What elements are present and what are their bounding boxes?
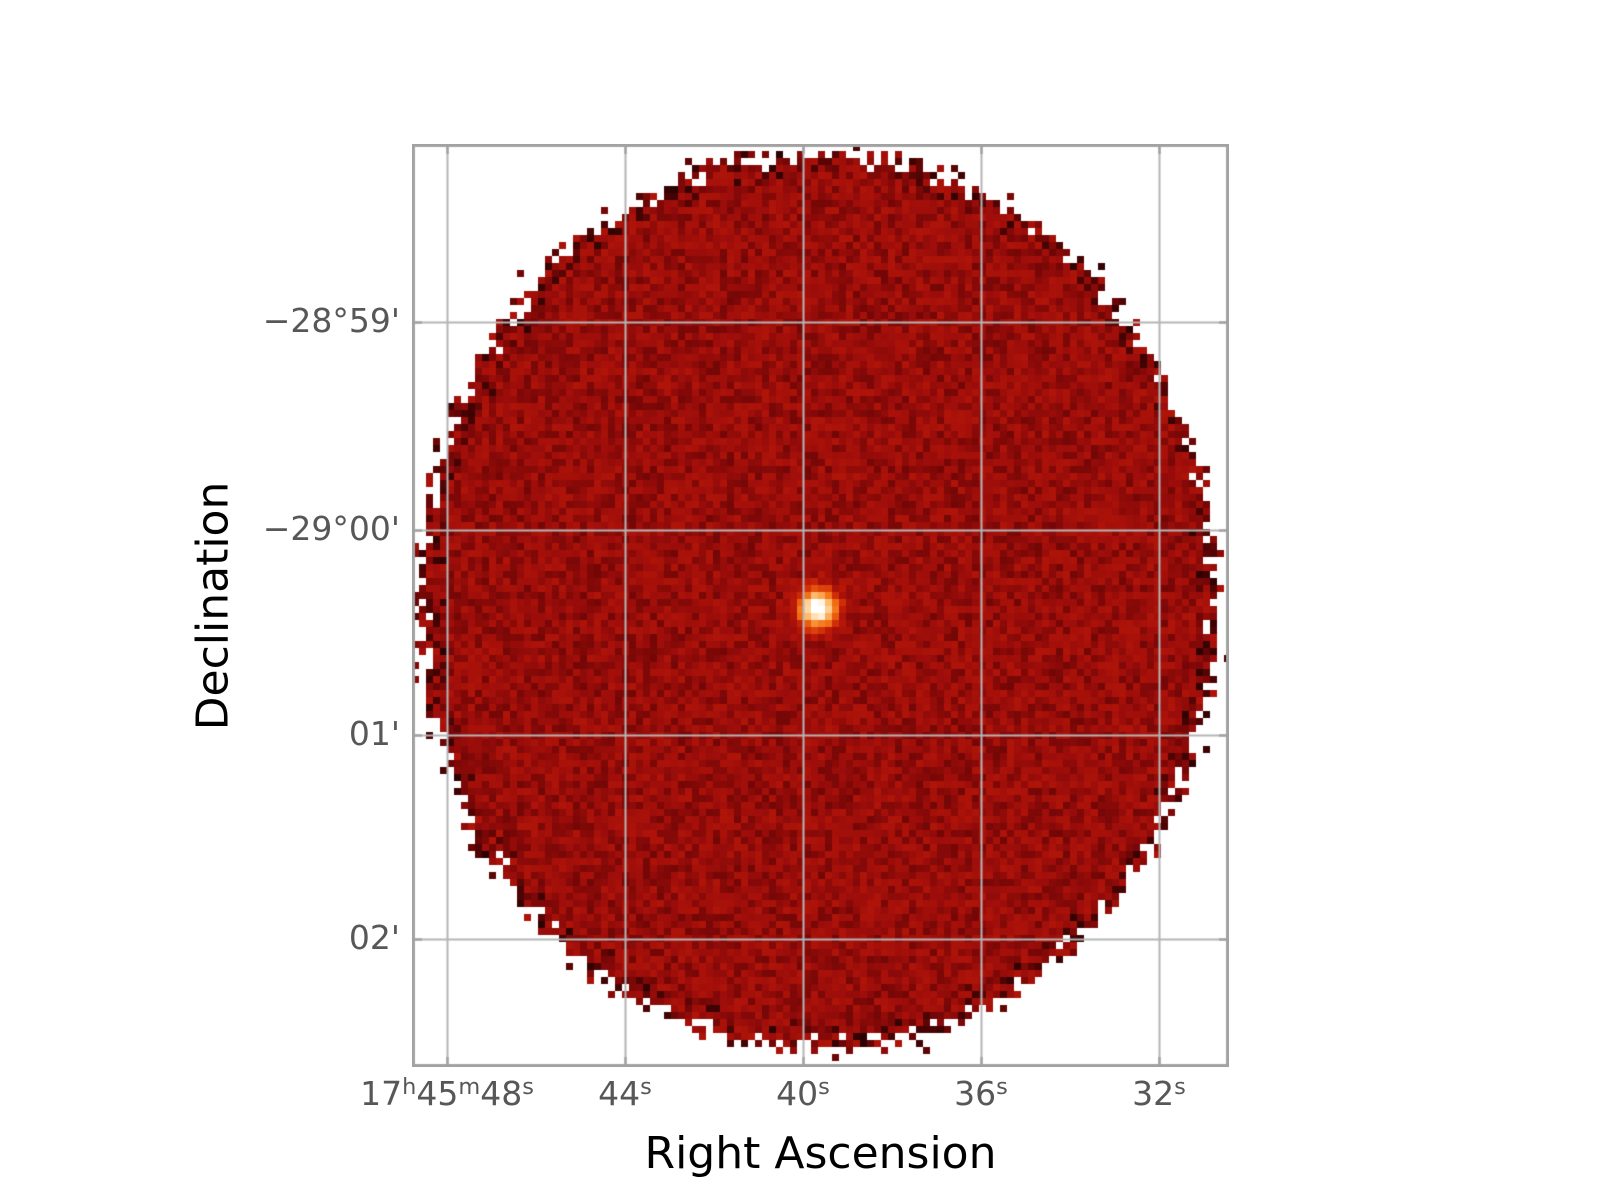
x-axis-title: Right Ascension (644, 1128, 997, 1179)
x-tick-label: 32s (1132, 1074, 1186, 1113)
x-tick-label: 44s (598, 1074, 652, 1113)
x-tick-label: 40s (776, 1074, 830, 1113)
y-tick-label: 02' (348, 917, 400, 957)
y-axis-title: Declination (187, 481, 239, 730)
sky-image-canvas (412, 144, 1229, 1067)
y-tick-label: 01' (348, 713, 400, 753)
x-tick-label: 17h45m48s (360, 1074, 534, 1113)
y-tick-label: −28°59' (262, 300, 400, 340)
y-tick-label: −29°00' (262, 508, 400, 548)
x-tick-label: 36s (954, 1074, 1008, 1113)
